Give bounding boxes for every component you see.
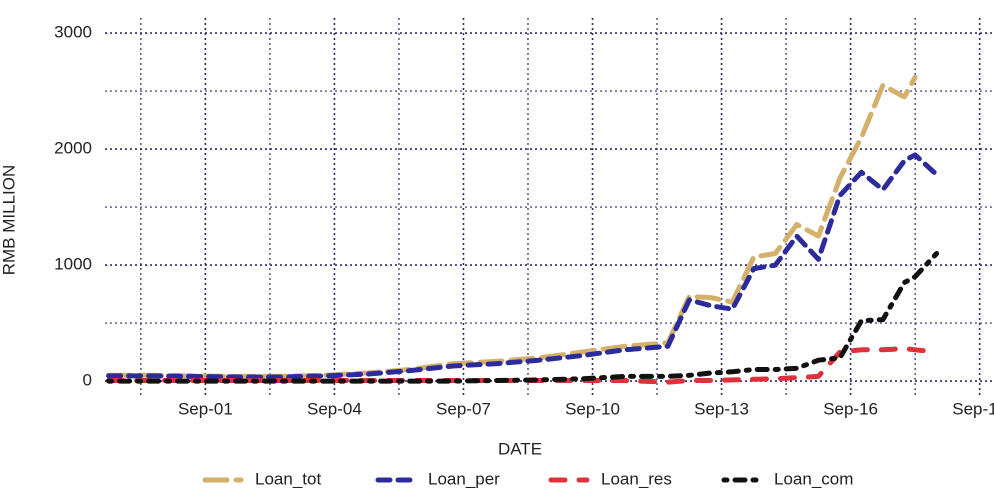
data-line xyxy=(106,251,940,384)
y-tick-label: 0 xyxy=(83,371,92,390)
data-line xyxy=(106,152,940,380)
x-tick-label: Sep-16 xyxy=(823,399,878,418)
y-tick-label: 2000 xyxy=(54,139,92,158)
x-axis-title: DATE xyxy=(498,439,542,458)
y-tick-label: 3000 xyxy=(54,23,92,42)
legend-label: Loan_com xyxy=(774,469,853,488)
y-axis-title: RMB MILLION xyxy=(0,165,18,276)
legend-label: Loan_tot xyxy=(255,469,321,488)
legend-label: Loan_per xyxy=(428,469,500,488)
data-line xyxy=(106,74,918,379)
x-tick-label: Sep-04 xyxy=(307,399,362,418)
x-tick-label: Sep-01 xyxy=(178,399,233,418)
x-tick-label: Sep-07 xyxy=(436,399,491,418)
x-tick-label: Sep-19 xyxy=(952,399,994,418)
legend-label: Loan_res xyxy=(601,469,672,488)
x-tick-label: Sep-13 xyxy=(694,399,749,418)
y-tick-label: 1000 xyxy=(54,255,92,274)
data-line xyxy=(106,346,940,385)
x-tick-label: Sep-10 xyxy=(565,399,620,418)
